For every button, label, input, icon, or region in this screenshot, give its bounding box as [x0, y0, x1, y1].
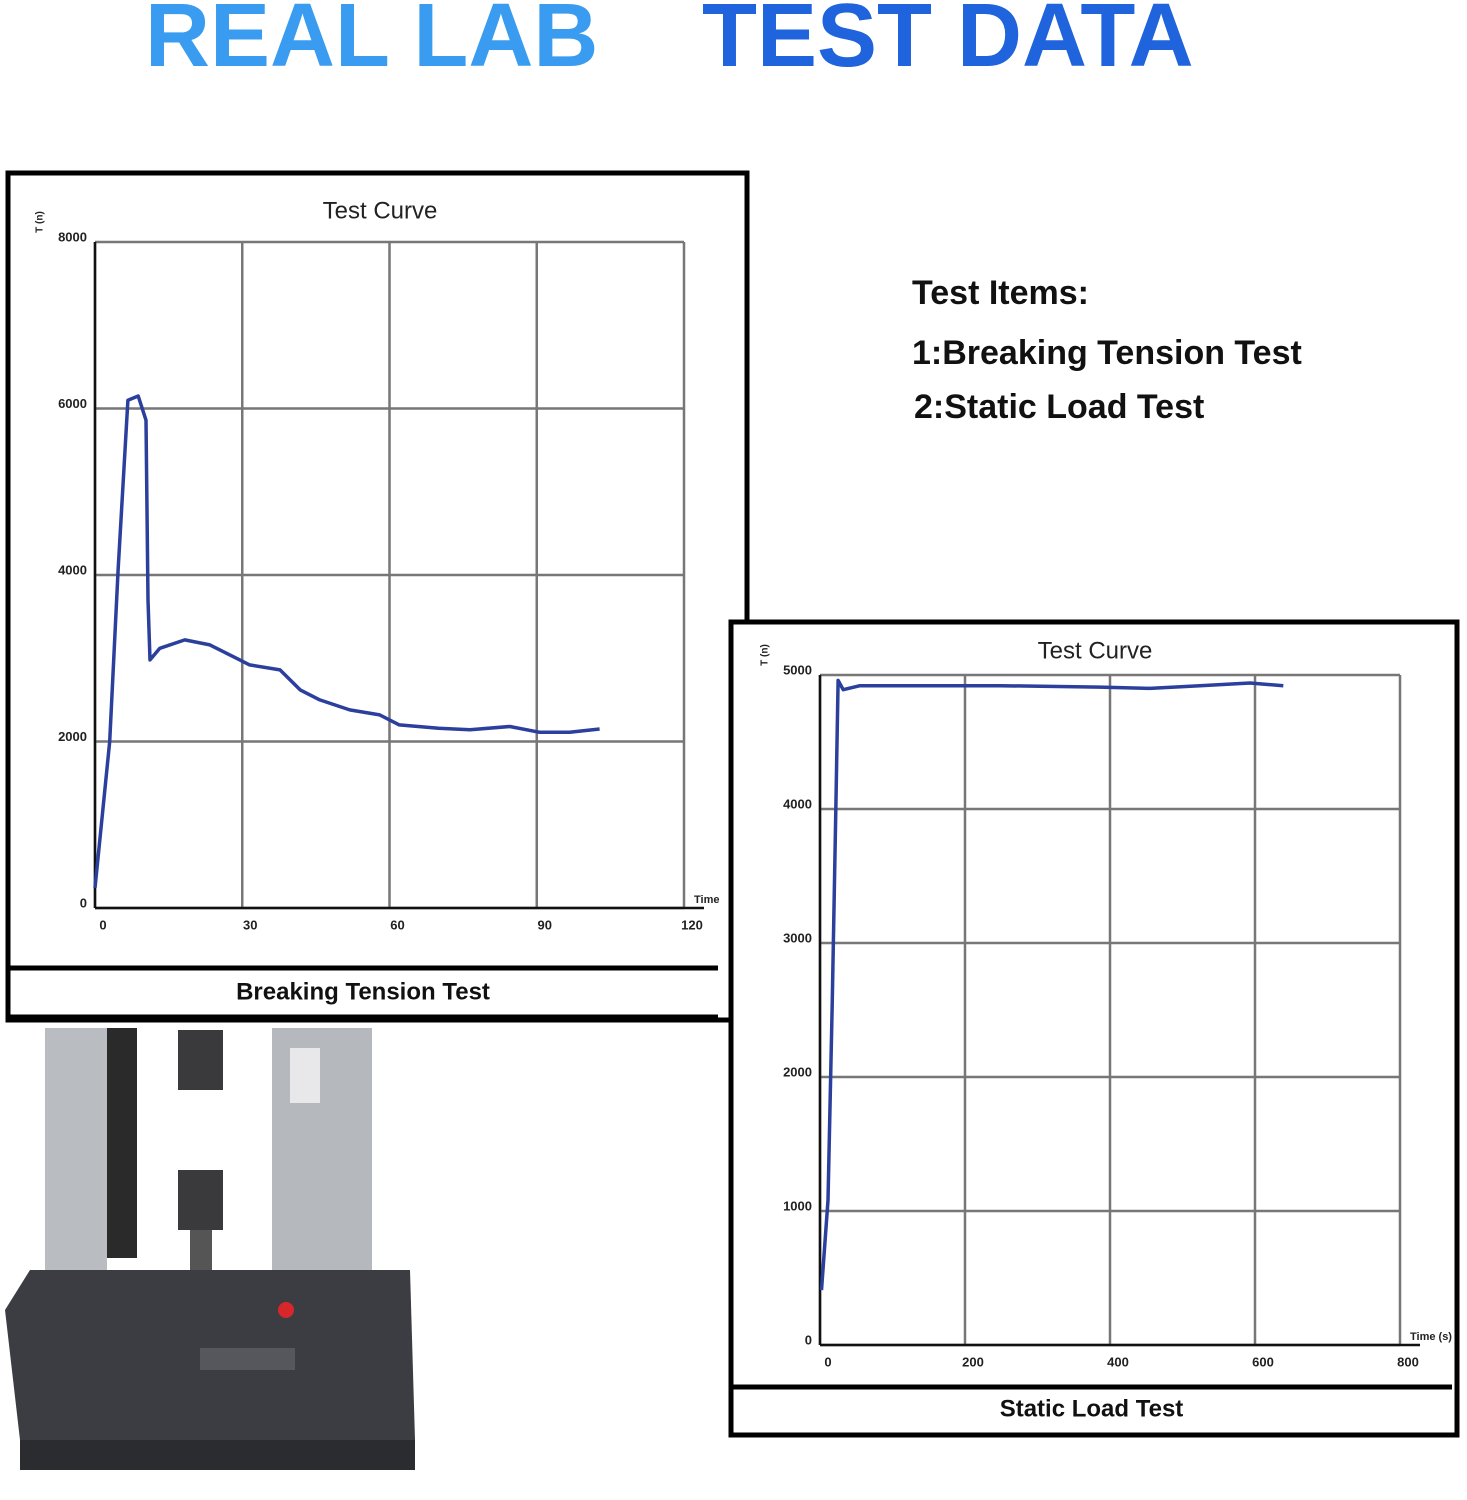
plate	[200, 1348, 295, 1370]
chart-frame	[5, 170, 750, 1023]
x-tick-label: 0	[99, 917, 106, 932]
caption: Static Load Test	[1000, 1395, 1184, 1422]
x-tick-label: 120	[681, 917, 703, 932]
stop-button	[278, 1302, 294, 1318]
y-tick-label: 5000	[783, 662, 812, 677]
y-axis-label: T (n)	[35, 211, 46, 233]
grip	[190, 1230, 212, 1280]
item: 1:Breaking Tension Test	[912, 334, 1302, 372]
data-line	[819, 678, 1284, 1291]
y-axis-label: T (n)	[760, 644, 771, 666]
x-tick-label: 90	[538, 917, 552, 932]
control-panel	[290, 1048, 320, 1103]
caption: Breaking Tension Test	[236, 978, 490, 1005]
y-tick-label: 0	[80, 895, 87, 910]
y-tick-label: 6000	[58, 396, 87, 411]
items-heading: Test Items:	[912, 274, 1089, 312]
chart-title: Test Curve	[1038, 637, 1153, 664]
x-tick-label: 200	[962, 1354, 984, 1369]
x-tick-label: 60	[390, 917, 404, 932]
column	[45, 1028, 107, 1278]
y-tick-label: 4000	[783, 796, 812, 811]
x-tick-label: 600	[1252, 1354, 1274, 1369]
y-tick-label: 3000	[783, 930, 812, 945]
y-tick-label: 8000	[58, 229, 87, 244]
base	[20, 1440, 415, 1470]
x-axis-label: Time	[694, 894, 719, 906]
y-tick-label: 1000	[783, 1198, 812, 1213]
y-tick-label: 0	[805, 1332, 812, 1347]
column	[272, 1028, 372, 1278]
y-tick-label: 4000	[58, 562, 87, 577]
item: 2:Static Load Test	[914, 388, 1204, 426]
column	[107, 1028, 137, 1258]
title-part: TEST DATA	[702, 0, 1194, 86]
grip	[178, 1030, 223, 1090]
data-line	[93, 394, 600, 889]
x-tick-label: 400	[1107, 1354, 1129, 1369]
y-tick-label: 2000	[783, 1064, 812, 1079]
x-tick-label: 800	[1397, 1354, 1419, 1369]
y-tick-label: 2000	[58, 729, 87, 744]
chart-frame	[728, 619, 1460, 1438]
x-axis-label: Time (s)	[1410, 1331, 1452, 1343]
grip	[178, 1170, 223, 1230]
x-tick-label: 0	[824, 1354, 831, 1369]
title-part: REAL LAB	[145, 0, 598, 86]
x-tick-label: 30	[243, 917, 257, 932]
chart-title: Test Curve	[323, 197, 438, 224]
machine-photo	[5, 1028, 415, 1470]
